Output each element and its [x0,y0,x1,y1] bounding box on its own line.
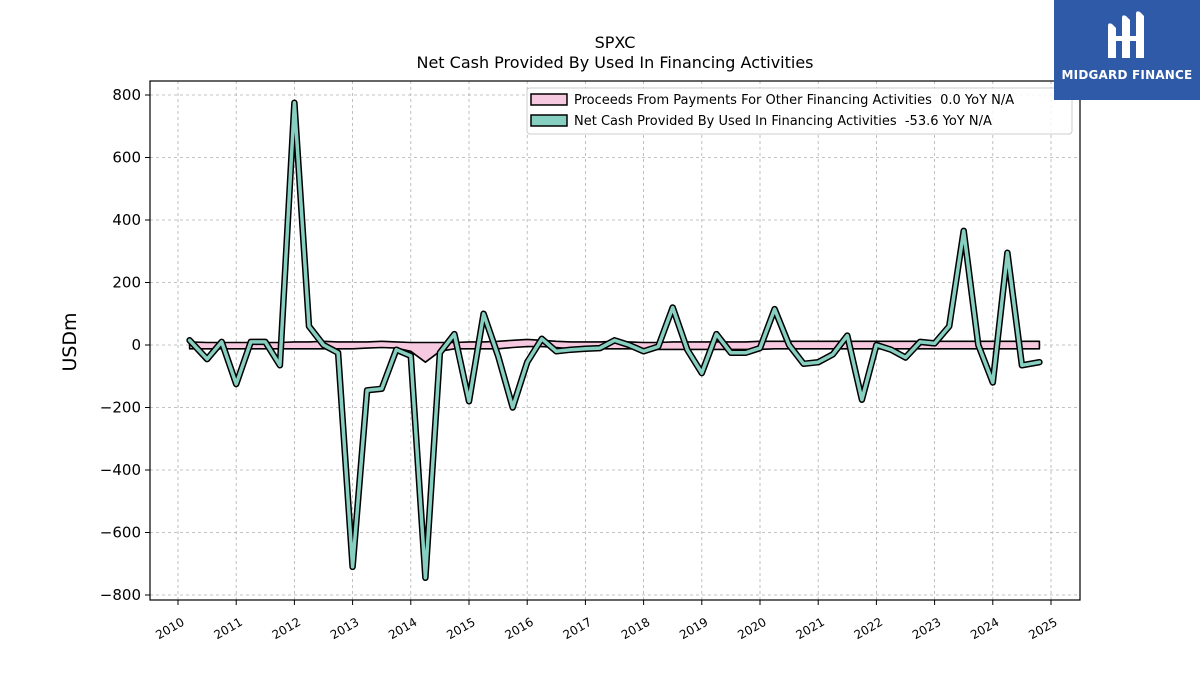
y-tick-label: 600 [112,149,141,167]
x-tick-label: 2013 [328,615,361,642]
x-tick-label: 2011 [211,615,244,642]
x-tick-label: 2015 [444,615,477,642]
x-tick-label: 2025 [1026,615,1059,642]
y-tick-label: −400 [100,461,141,479]
legend-box [526,87,1073,135]
y-tick-label: −200 [100,399,141,417]
plot-frame [149,80,1081,601]
midgard-finance-logo: MIDGARD FINANCE [1054,0,1200,100]
x-tick-label: 2018 [619,615,652,642]
legend: Proceeds From Payments For Other Financi… [526,87,1073,135]
x-tick-label: 2021 [793,615,826,642]
y-tick-label: 200 [112,274,141,292]
y-axis-label: USDm [59,312,81,371]
x-tick-label: 2014 [386,615,419,642]
x-tick-label: 2022 [852,615,885,642]
x-tick-label: 2017 [561,615,594,642]
x-tick-label: 2010 [153,615,186,642]
chart-title: SPXC [595,33,636,52]
legend-label-net-cash: Net Cash Provided By Used In Financing A… [574,114,992,129]
x-tick-label: 2020 [735,615,768,642]
x-tick-label: 2024 [968,615,1001,642]
legend-label-proceeds: Proceeds From Payments For Other Financi… [574,93,1014,108]
x-tick-label: 2016 [502,615,535,642]
y-tick-label: 800 [112,86,141,104]
x-tick-label: 2012 [270,615,303,642]
chart-subtitle: Net Cash Provided By Used In Financing A… [416,53,813,72]
y-tick-label: 400 [112,211,141,229]
y-tick-label: −800 [100,586,141,604]
y-tick-label: 0 [131,336,141,354]
logo-text: MIDGARD FINANCE [1061,68,1193,82]
midgard-logo-icon [1108,11,1144,59]
x-tick-label: 2023 [910,615,943,642]
series-net-cash-line [187,101,1042,580]
legend-swatch-proceeds [530,93,568,106]
x-tick-label: 2019 [677,615,710,642]
legend-swatch-net-cash [530,114,568,127]
y-tick-label: −600 [100,524,141,542]
